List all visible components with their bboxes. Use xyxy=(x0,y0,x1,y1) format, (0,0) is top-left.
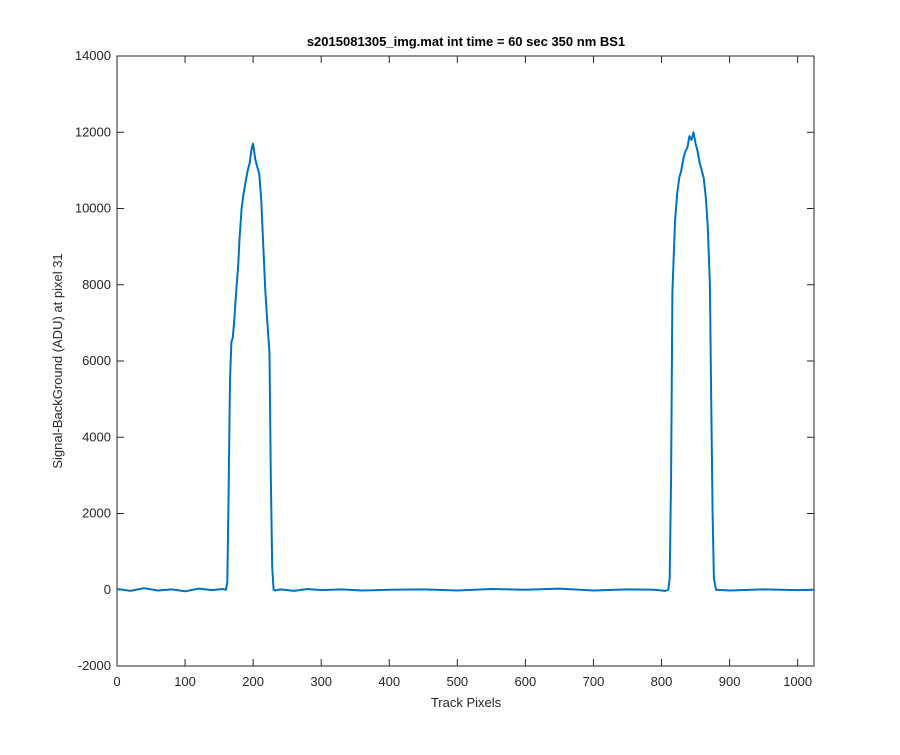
x-axis: 0 100 200 300 400 500 600 700 800 900 1000 xyxy=(113,56,812,689)
x-tick-label: 100 xyxy=(174,674,196,689)
y-tick-label: 10000 xyxy=(75,201,111,216)
x-tick-label: 400 xyxy=(378,674,400,689)
chart-title: s2015081305_img.mat int time = 60 sec 35… xyxy=(307,34,625,49)
x-tick-label: 700 xyxy=(583,674,605,689)
y-tick-label: 14000 xyxy=(75,48,111,63)
y-tick-label: 6000 xyxy=(82,353,111,368)
x-tick-label: 500 xyxy=(446,674,468,689)
x-tick-label: 600 xyxy=(515,674,537,689)
y-tick-label: 2000 xyxy=(82,506,111,521)
y-tick-label: 4000 xyxy=(82,429,111,444)
x-tick-label: 1000 xyxy=(783,674,812,689)
x-axis-title: Track Pixels xyxy=(431,695,502,710)
y-axis-title: Signal-BackGround (ADU) at pixel 31 xyxy=(50,253,65,468)
x-tick-label: 0 xyxy=(113,674,120,689)
plot-area xyxy=(116,55,815,667)
y-tick-label: 12000 xyxy=(75,124,111,139)
signal-line xyxy=(116,131,815,593)
x-tick-label: 900 xyxy=(719,674,741,689)
y-tick-label: 0 xyxy=(104,582,111,597)
x-tick-label: 800 xyxy=(651,674,673,689)
x-tick-label: 300 xyxy=(310,674,332,689)
x-tick-label: 200 xyxy=(242,674,264,689)
y-tick-label: -2000 xyxy=(78,658,111,673)
y-axis: -2000 0 2000 4000 6000 8000 10000 12000 14000 xyxy=(75,48,814,673)
y-tick-label: 8000 xyxy=(82,277,111,292)
